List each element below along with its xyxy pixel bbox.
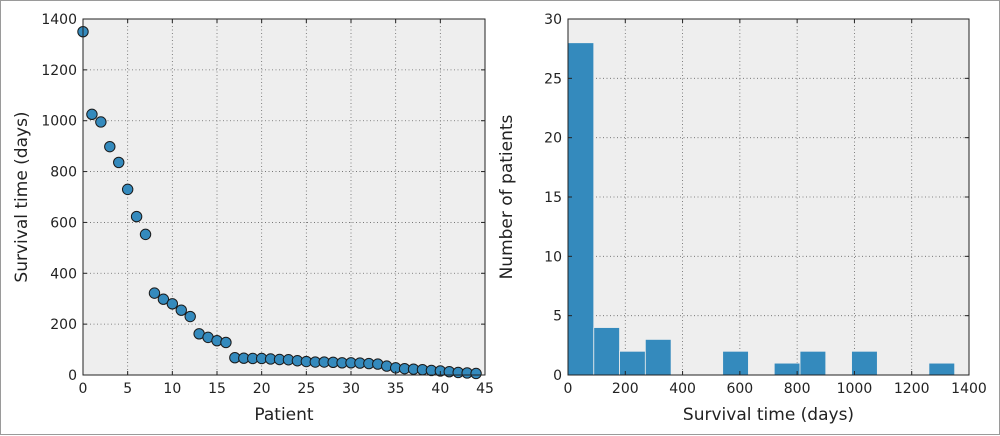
right-y-tick-label: 0 [553,368,562,384]
left-plot-area [83,19,485,375]
left-x-tick-label: 40 [431,381,449,397]
right-x-axis-label: Survival time (days) [683,405,854,425]
right-y-axis-label: Number of patients [497,114,517,279]
right-x-tick-label: 400 [669,381,696,397]
left-x-tick-label: 5 [123,381,132,397]
right-x-tick-label: 600 [726,381,753,397]
scatter-point [104,140,116,153]
right-x-tick-label: 1400 [951,381,987,397]
scatter-point [95,116,107,128]
left-x-tick-label: 30 [342,381,360,397]
scatter-point [184,310,196,323]
left-y-axis-label: Survival time (days) [12,111,32,282]
scatter-point [470,367,482,380]
right-y-tick-label: 30 [544,12,562,28]
right-y-tick-label: 20 [544,131,562,147]
left-x-tick-label: 20 [253,381,271,397]
left-x-tick-label: 45 [476,381,494,397]
left-axes-frame [82,18,486,376]
left-x-tick-label: 35 [387,381,405,397]
scatter-point [148,287,161,299]
scatter-point [86,108,98,121]
left-y-tick-label: 1000 [41,114,77,130]
histogram-bar [722,350,749,376]
scatter-point [157,293,170,305]
left-x-tick-label: 10 [163,381,181,397]
scatter-point [130,210,143,223]
right-x-tick-label: 200 [612,381,639,397]
left-y-tick-label: 600 [50,215,77,231]
left-y-tick-label: 200 [50,317,77,333]
scatter-point [166,298,179,310]
right-y-tick-label: 25 [544,71,562,87]
right-y-tick-label: 5 [553,309,562,325]
scatter-point [220,336,232,349]
left-y-tick-label: 1400 [41,12,77,28]
left-x-tick-label: 15 [208,381,226,397]
histogram-bar [773,362,801,376]
histogram-bar [644,338,672,376]
left-y-tick-label: 800 [50,165,77,181]
scatter-point [121,183,134,196]
right-y-tick-label: 10 [544,249,562,265]
scatter-point [139,228,152,241]
scatter-point [113,156,125,169]
left-x-tick-label: 0 [79,381,88,397]
scatter-point [175,304,187,316]
left-x-axis-label: Patient [254,405,314,425]
histogram-bar [567,42,595,376]
left-y-tick-label: 0 [68,368,77,384]
right-y-tick-label: 15 [544,190,562,206]
histogram-bar [619,350,646,376]
histogram-bar [593,327,620,376]
right-x-tick-label: 1200 [894,381,930,397]
histogram-bar [799,350,827,376]
histogram-bar [928,362,956,376]
right-x-tick-label: 1000 [837,381,873,397]
histogram-bar [851,350,878,376]
right-x-tick-label: 0 [564,381,573,397]
left-y-tick-label: 400 [50,266,77,282]
left-x-tick-label: 25 [297,381,315,397]
left-y-tick-label: 1200 [41,63,77,79]
right-x-tick-label: 800 [784,381,811,397]
